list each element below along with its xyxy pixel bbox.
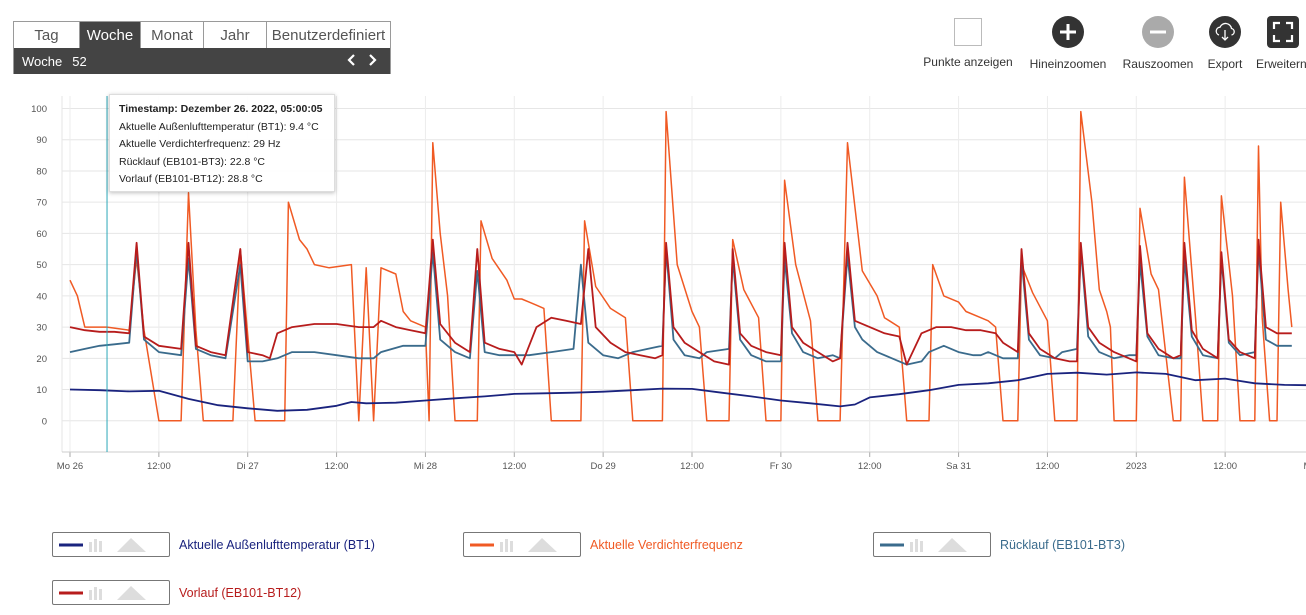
- chart-series: [69, 110, 1306, 422]
- legend-item-bt3[interactable]: Rücklauf (EB101-BT3): [873, 532, 1125, 557]
- tooltip-line-bt12: Vorlauf (EB101-BT12): 28.8 °C: [119, 173, 263, 185]
- line-chart[interactable]: 0 10 20 30 40 50 60 70 80 90 100 Mo 26 12:00 Di 27 12…: [0, 90, 1306, 480]
- tab-tag[interactable]: Tag: [14, 22, 80, 48]
- y-axis: 0 10 20 30 40 50 60 70 80 90 100: [31, 104, 47, 427]
- x-tick-label: 12:00: [147, 461, 171, 472]
- x-tick-label: 12:00: [325, 461, 349, 472]
- y-tick-label: 100: [31, 104, 47, 115]
- tab-benutzerdefiniert[interactable]: Benutzerdefiniert: [271, 26, 386, 44]
- legend-label: Vorlauf (EB101-BT12): [179, 585, 302, 600]
- export-label: Export: [1207, 57, 1243, 71]
- x-tick-label: 2023: [1126, 461, 1147, 472]
- legend-label: Aktuelle Verdichterfrequenz: [590, 537, 743, 552]
- period-tab-row: Tag Woche Monat Jahr Benutzerdefiniert: [14, 22, 390, 48]
- x-tick-label: 12:00: [1036, 461, 1060, 472]
- period-value: 52: [72, 53, 87, 69]
- show-points-checkbox[interactable]: [954, 18, 982, 46]
- zoom-in-button[interactable]: Hineinzoomen: [1026, 16, 1110, 71]
- tab-monat[interactable]: Monat: [141, 22, 204, 48]
- tooltip-line-bt3: Rücklauf (EB101-BT3): 22.8 °C: [119, 155, 266, 168]
- legend-label: Aktuelle Außenlufttemperatur (BT1): [179, 537, 375, 552]
- chevron-right-icon[interactable]: [366, 52, 378, 68]
- export-button[interactable]: Export: [1203, 16, 1247, 71]
- x-tick-label: Mi 28: [414, 461, 437, 472]
- legend-swatch: [52, 580, 170, 605]
- legend-label: Rücklauf (EB101-BT3): [1000, 537, 1126, 552]
- legend-swatch: [463, 532, 581, 557]
- period-navigation-bar: Woche 52: [14, 48, 390, 74]
- y-tick-label: 50: [36, 260, 47, 271]
- tooltip-line-bt1: Aktuelle Außenlufttemperatur (BT1): 9.4 …: [119, 120, 319, 133]
- y-tick-label: 70: [36, 198, 47, 209]
- y-tick-label: 10: [36, 385, 47, 396]
- y-tick-label: 40: [36, 291, 47, 302]
- y-tick-label: 80: [36, 166, 47, 177]
- x-tick-label: Di 27: [237, 461, 259, 472]
- x-tick-label: Mo 26: [57, 461, 83, 472]
- chart-tooltip: Timestamp: Dezember 26. 2022, 05:00:05 A…: [109, 94, 335, 192]
- y-tick-label: 90: [36, 135, 47, 146]
- legend-sparkline-icon: [880, 538, 967, 552]
- legend-item-frequency[interactable]: Aktuelle Verdichterfrequenz: [463, 532, 743, 557]
- series-line-3: [69, 238, 1292, 366]
- series-line-2: [69, 248, 1292, 366]
- y-tick-label: 20: [36, 354, 47, 365]
- x-axis: Mo 26 12:00 Di 27 12:00 Mi 28 12:00 Do 29 12:00…: [57, 451, 1306, 472]
- period-selector: Tag Woche Monat Jahr Benutzerdefiniert W…: [13, 21, 391, 74]
- x-tick-label: 12:00: [502, 461, 526, 472]
- x-tick-label: 12:00: [680, 461, 704, 472]
- plus-circle-icon: [1052, 16, 1084, 48]
- x-tick-label: Mo 0: [1303, 461, 1306, 472]
- expand-button[interactable]: Erweitern: [1256, 16, 1306, 71]
- legend-swatch: [873, 532, 991, 557]
- tooltip-timestamp: Timestamp: Dezember 26. 2022, 05:00:05: [119, 103, 323, 115]
- legend-sparkline-icon: [59, 586, 146, 600]
- tab-jahr[interactable]: Jahr: [204, 22, 267, 48]
- show-points-label: Punkte anzeigen: [923, 55, 1013, 69]
- x-tick-label: 12:00: [1213, 461, 1237, 472]
- expand-label: Erweitern: [1256, 57, 1306, 71]
- tooltip-line-frequency: Aktuelle Verdichterfrequenz: 29 Hz: [119, 138, 281, 150]
- tab-woche[interactable]: Woche: [80, 22, 141, 48]
- x-tick-label: 12:00: [858, 461, 882, 472]
- zoom-in-label: Hineinzoomen: [1029, 57, 1107, 71]
- cloud-download-icon: [1209, 16, 1241, 48]
- fullscreen-icon: [1267, 16, 1299, 48]
- legend-sparkline-icon: [59, 538, 146, 552]
- y-tick-label: 60: [36, 229, 47, 240]
- legend-sparkline-icon: [470, 538, 557, 552]
- series-line-0: [69, 371, 1306, 412]
- y-tick-label: 0: [42, 416, 47, 427]
- y-tick-label: 30: [36, 323, 47, 334]
- zoom-out-button[interactable]: Rauszoomen: [1118, 16, 1198, 71]
- period-arrows: [346, 52, 378, 68]
- x-tick-label: Do 29: [590, 461, 615, 472]
- period-label: Woche: [22, 53, 63, 69]
- legend-item-bt12[interactable]: Vorlauf (EB101-BT12): [52, 580, 301, 605]
- legend-swatch: [52, 532, 170, 557]
- legend-item-bt1[interactable]: Aktuelle Außenlufttemperatur (BT1): [52, 532, 375, 557]
- chevron-left-icon[interactable]: [346, 52, 358, 68]
- show-points-toggle[interactable]: Punkte anzeigen: [920, 16, 1016, 69]
- x-tick-label: Fr 30: [770, 461, 792, 472]
- zoom-out-label: Rauszoomen: [1122, 57, 1194, 71]
- x-tick-label: Sa 31: [946, 461, 971, 472]
- minus-circle-icon: [1142, 16, 1174, 48]
